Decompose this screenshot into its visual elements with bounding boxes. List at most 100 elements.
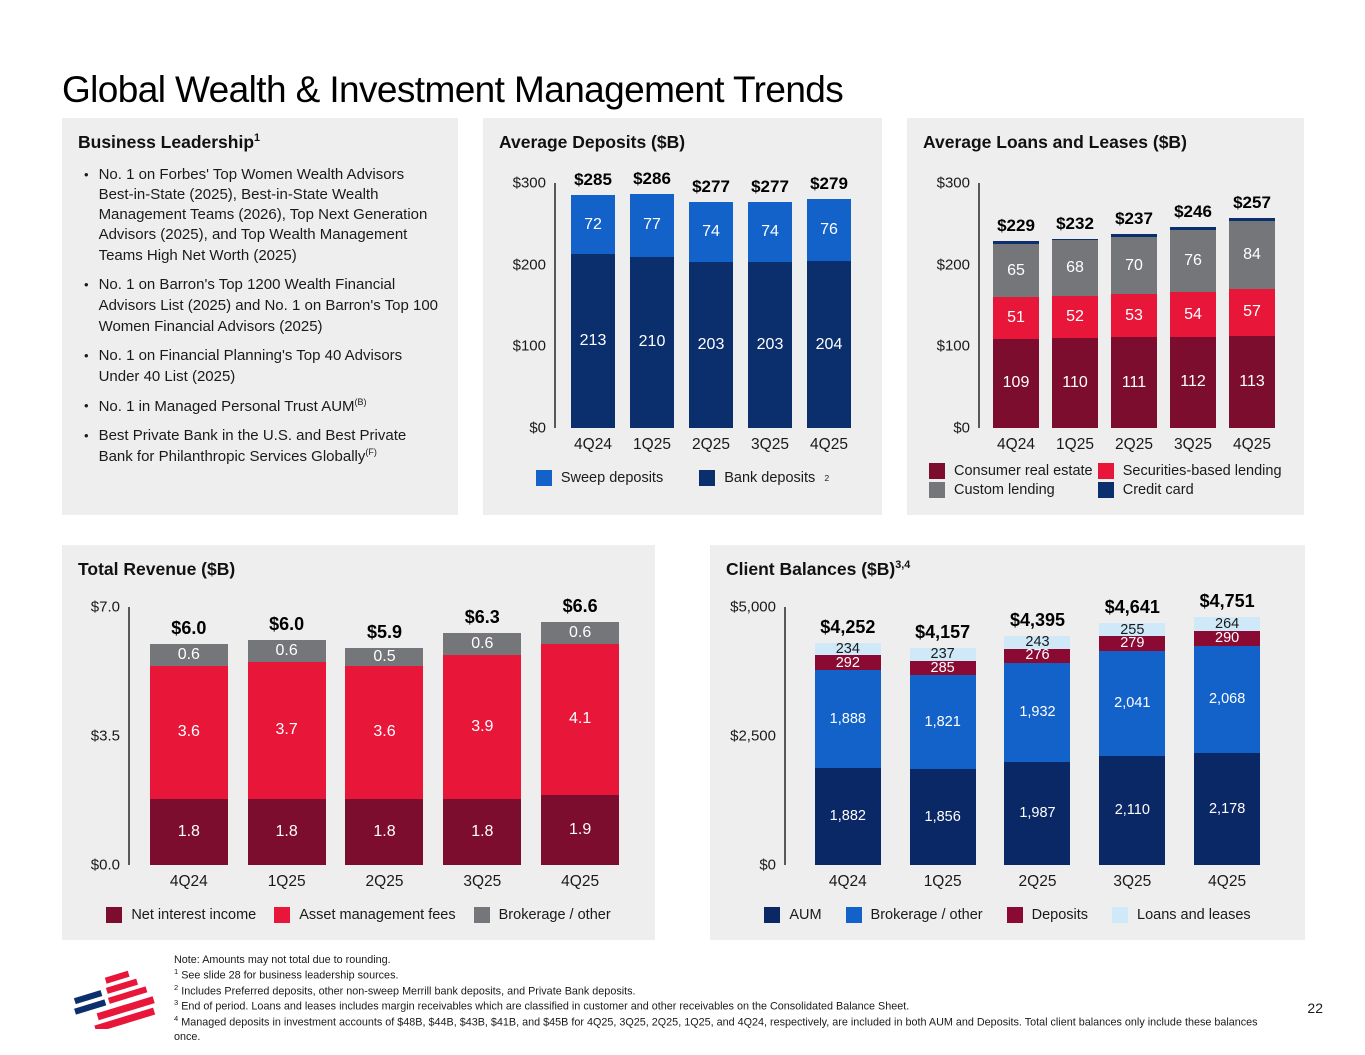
list-item: • No. 1 on Barron's Top 1200 Wealth Finan… [84,275,442,336]
bar-segment-label: 1,888 [829,710,866,727]
bar-segment: 0.5 [345,647,424,666]
bar-segment [993,241,1039,245]
legend-item: Bank deposits 2 [699,470,829,486]
bar-segment: 264 [1194,617,1261,631]
bar-total-label: $279 [810,174,848,194]
bar-segment: 0.6 [541,621,620,644]
x-axis-label: 1Q25 [1056,436,1094,453]
x-axis-label: 1Q25 [923,873,962,890]
y-axis-tick: $100 [936,337,970,355]
bar-segment: 292 [814,655,881,671]
average-deposits-plot-row: $300 $200 $100 $0 72 213 $285 77 210 $286 74 203 $27… [499,169,866,437]
legend-swatch [1097,482,1114,498]
legend-item: Sweep deposits [535,470,663,486]
average-loans-leases-plot-area: 65 51 109 $229 68 52 110 $232 70 53 111 $237 76 54 112… [978,183,1288,428]
bar-segment-label: 204 [815,335,843,353]
bar-total-label: $4,252 [820,617,876,638]
business-leadership-panel: Business Leadership1 • No. 1 on Forbes' T… [62,118,458,515]
bullet-icon: • [84,397,89,413]
bullet-icon: • [84,347,89,363]
bar-segment-label: 3.9 [471,717,494,735]
footnote-4: 4 Managed deposits in investment account… [174,1014,1279,1044]
y-axis-tick: $300 [512,174,546,192]
x-axis-spacer [726,873,786,891]
bar-total-label: $6.0 [171,617,207,638]
bar-segment-label: 4.1 [569,710,592,728]
y-axis-tick: $0 [529,419,546,437]
bar-segment: 76 [1170,230,1216,293]
y-axis-tick: $200 [512,256,546,274]
bar-segment-label: 109 [1002,374,1030,392]
bar-segment-label: 0.6 [275,642,298,660]
footnote-sup: 3 [174,998,179,1008]
bar-segment-label: 213 [579,332,607,350]
total-revenue-plot-area: 0.6 3.6 1.8 $6.0 0.6 3.7 1.8 $6.0 0.5 3.6 1.8 $5.9 0… [128,596,639,865]
legend-item: Custom lending [929,482,1098,498]
bar-segment-label: 112 [1180,373,1206,391]
x-axis-row: 4Q24 1Q25 2Q25 3Q25 4Q25 [78,873,639,891]
stacked-bar: 0.5 3.6 1.8 $5.9 [345,607,424,865]
bar-segment-label: 2,041 [1114,695,1151,712]
average-deposits-plot-area: 72 213 $285 77 210 $286 74 203 $277 74 203 $277 76 20… [554,169,866,428]
client-balances-title: Client Balances ($B)3,4 [726,559,1289,580]
bottom-row: Total Revenue ($B) $7.0 $3.5 $0.0 0.6 3.6 1.8… [62,545,1305,940]
bars: 65 51 109 $229 68 52 110 $232 70 53 111 $237 76 54 112… [980,183,1288,428]
total-revenue-plot-row: $7.0 $3.5 $0.0 0.6 3.6 1.8 $6.0 0.6 3.7 1.8 $6.0 0.… [78,596,639,874]
y-axis-tick: $300 [936,174,970,192]
bar-segment: 110 [1052,338,1098,428]
legend-item: Consumer real estate [929,463,1098,479]
stacked-bar: 237 285 1,821 1,856 $4,157 [909,607,976,865]
bar-segment [1229,218,1275,221]
x-axis-label: 4Q24 [997,436,1035,453]
legend-item: Net interest income [106,907,256,923]
x-axis-row: 4Q24 1Q25 2Q25 3Q25 4Q25 [499,436,866,454]
bar-total-label: $4,395 [1009,610,1066,630]
bar-segment-label: 2,068 [1208,691,1246,708]
bar-segment: 70 [1111,236,1157,295]
bar-total-label: $257 [1233,193,1271,213]
x-axis-labels: 4Q24 1Q25 2Q25 3Q25 4Q25 [980,436,1288,454]
bar-segment-label: 0.6 [177,645,200,663]
bar-segment: 204 [807,261,851,428]
bar-segment-label: 285 [930,659,955,676]
bar-segment: 2,110 [1099,756,1166,865]
bar-segment: 276 [1004,648,1071,663]
bar-segment: 54 [1170,292,1216,337]
bar-total-label: $277 [751,176,789,196]
bar-segment: 3.6 [345,666,424,799]
business-leadership-title-text: Business Leadership [78,132,255,152]
bar-segment-label: 111 [1121,373,1147,391]
client-balances-plot-area: 234 292 1,888 1,882 $4,252 237 285 1,821 1,856 $4… [784,591,1289,865]
legend-swatch [1097,463,1114,479]
legend-label: Brokerage / other [870,907,983,923]
x-axis-label: 4Q25 [1233,436,1271,453]
bar-segment-label: 70 [1125,256,1143,274]
bar-total-label: $4,751 [1199,591,1255,612]
bar-segment: 3.9 [443,654,522,799]
list-item: • Best Private Bank in the U.S. and Best … [84,426,442,467]
bar-segment-label: 290 [1215,630,1240,647]
client-balances-legend: AUM Brokerage / other Deposits Loans and le… [726,907,1289,923]
legend-label: Asset management fees [299,907,456,923]
legend-item: Credit card [1097,482,1288,498]
bar-segment: 1,987 [1004,762,1071,865]
bar-segment-label: 237 [930,646,955,663]
bar-segment: 290 [1194,630,1261,647]
x-axis-labels: 4Q24 1Q25 2Q25 3Q25 4Q25 [786,873,1289,891]
footnote-2: 2 Includes Preferred deposits, other non… [174,983,1279,999]
bar-segment-label: 84 [1243,245,1261,263]
bar-segment-label: 1.9 [569,820,592,838]
bar-segment: 1.9 [541,794,620,865]
stacked-bar: 0.6 3.9 1.8 $6.3 [443,607,522,865]
stacked-bar: 264 290 2,068 2,178 $4,751 [1194,591,1261,865]
bar-segment: 77 [630,193,674,257]
legend-item: AUM [764,907,822,923]
bar-segment: 0.6 [443,632,522,655]
x-axis-label: 1Q25 [267,873,306,890]
bar-segment-label: 1,882 [829,808,866,825]
average-deposits-panel: Average Deposits ($B) $300 $200 $100 $0 72 21… [483,118,882,515]
bar-segment-label: 74 [761,223,779,240]
bar-segment: 1,856 [909,769,976,865]
bar-segment: 2,041 [1099,650,1166,757]
legend-swatch [473,907,490,923]
